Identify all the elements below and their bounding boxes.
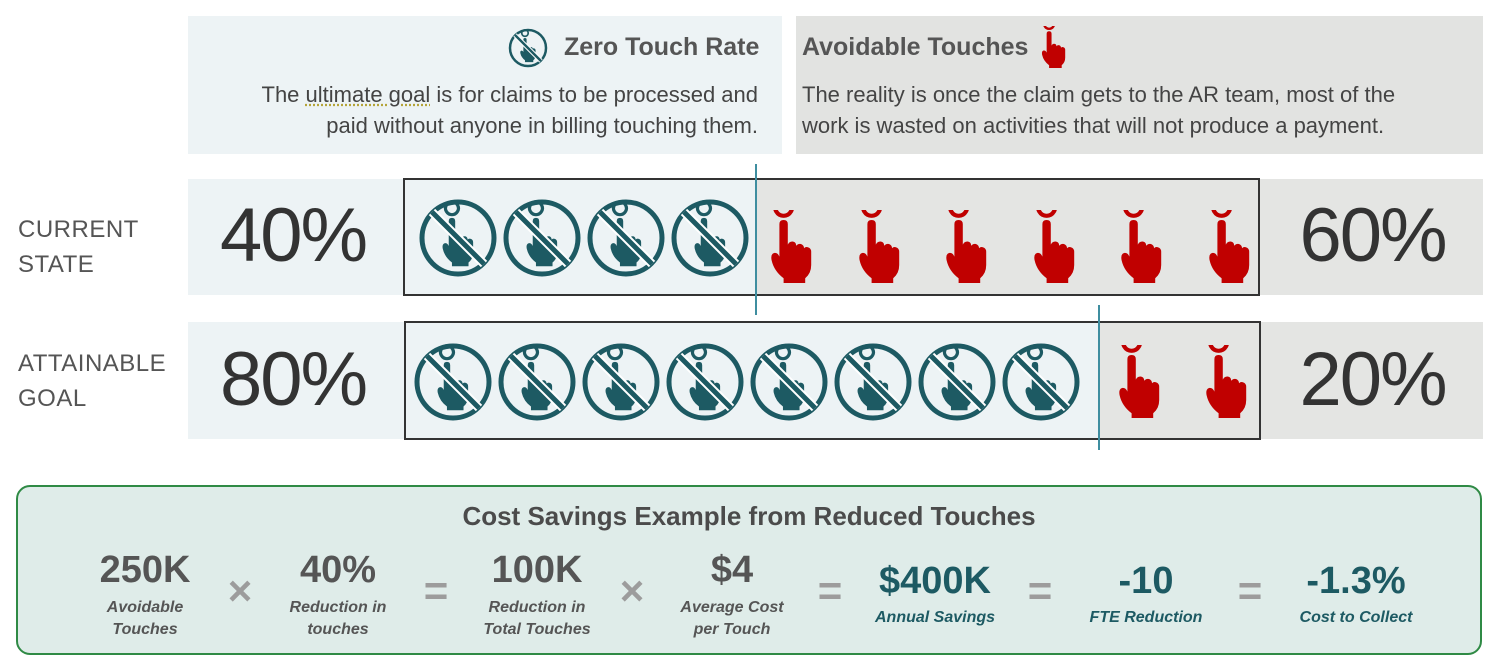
no-touch-icon (581, 342, 661, 422)
goal-zero-touch-area (188, 322, 1099, 439)
savings-caption: FTE Reduction (1089, 609, 1203, 626)
goal-avoidable-pct: 20% (1299, 337, 1447, 422)
no-touch-icon (665, 342, 745, 422)
goal-avoidable-area (1099, 322, 1483, 439)
hand-touch-icon (856, 210, 904, 284)
savings-caption: Reduction in Total Touches (483, 599, 591, 638)
goal-icons-box (404, 321, 1261, 440)
avoidable-touches-body: The reality is once the claim gets to th… (802, 82, 1396, 138)
goal-zero-touch-pct: 80% (219, 337, 368, 422)
savings-caption: Annual Savings (874, 609, 996, 626)
savings-value: 40% (299, 549, 377, 591)
current-divider (755, 164, 757, 315)
hand-touch-icon (943, 210, 991, 284)
savings-value: 250K (99, 549, 191, 591)
savings-caption: Cost to Collect (1299, 609, 1413, 626)
zero-touch-body: The ultimate goal is for claims to be pr… (261, 82, 759, 138)
current-icons-box (403, 178, 1260, 296)
underlined-phrase: ultimate goal (305, 82, 431, 107)
multiply-operator: × (619, 567, 645, 614)
no-touch-icon (413, 342, 493, 422)
hand-touch-icon (1118, 210, 1166, 284)
hand-touch-icon (1203, 345, 1251, 419)
no-touch-icon (1001, 342, 1081, 422)
savings-caption: Average Cost per Touch (680, 599, 784, 638)
zero-touch-panel: Zero Touch Rate The ultimate goal is for… (188, 16, 782, 154)
no-touch-icon (586, 198, 666, 278)
avoidable-touches-title: Avoidable Touches (802, 33, 1029, 61)
no-touch-icon (917, 342, 997, 422)
hand-touch-icon (1206, 210, 1254, 284)
current-state-label: CURRENT STATE (18, 216, 139, 278)
savings-caption: Avoidable Touches (106, 599, 184, 638)
savings-caption: Reduction in touches (289, 599, 387, 638)
no-touch-icon (670, 198, 750, 278)
hand-touch-icon (1040, 26, 1068, 68)
zero-touch-title: Zero Touch Rate (564, 33, 760, 61)
equals-operator: = (423, 567, 449, 614)
savings-value: $4 (710, 549, 754, 591)
savings-value: $400K (879, 560, 991, 602)
savings-value: 100K (491, 549, 583, 591)
current-avoidable-pct: 60% (1299, 193, 1447, 278)
equals-operator: = (817, 567, 843, 614)
equals-operator: = (1027, 567, 1053, 614)
no-touch-icon (502, 198, 582, 278)
hand-touch-icon (1031, 210, 1079, 284)
no-touch-icon (508, 28, 548, 68)
savings-value: -1.3% (1306, 560, 1406, 602)
cost-savings-title: Cost Savings Example from Reduced Touche… (462, 501, 1036, 531)
multiply-operator: × (227, 567, 253, 614)
cost-savings-box: Cost Savings Example from Reduced Touche… (16, 485, 1482, 655)
no-touch-icon (418, 198, 498, 278)
current-zero-touch-pct: 40% (219, 193, 368, 278)
attainable-goal-label: ATTAINABLE GOAL (18, 350, 167, 412)
no-touch-icon (749, 342, 829, 422)
no-touch-icon (833, 342, 913, 422)
goal-divider (1098, 305, 1100, 450)
savings-value: -10 (1118, 560, 1174, 602)
avoidable-touches-panel: Avoidable Touches The reality is once th… (796, 16, 1483, 154)
hand-touch-icon (768, 210, 816, 284)
equals-operator: = (1237, 567, 1263, 614)
no-touch-icon (497, 342, 577, 422)
hand-touch-icon (1116, 345, 1164, 419)
